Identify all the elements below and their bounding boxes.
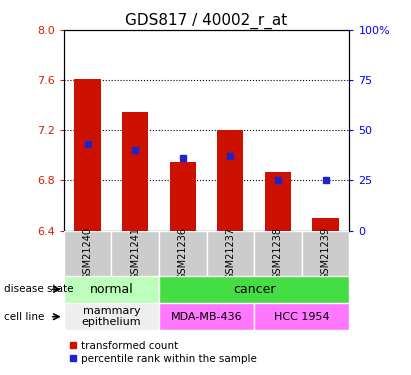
Bar [312,218,339,231]
Text: GSM21240: GSM21240 [83,226,92,280]
Bar [302,231,349,276]
Text: cancer: cancer [233,283,275,296]
Text: GSM21236: GSM21236 [178,226,188,280]
Text: mammary
epithelium: mammary epithelium [81,306,141,327]
Bar [254,231,302,276]
Text: GSM21238: GSM21238 [273,226,283,280]
Bar [122,111,148,231]
Legend: transformed count, percentile rank within the sample: transformed count, percentile rank withi… [69,341,257,364]
Text: GSM21241: GSM21241 [130,226,140,280]
Text: disease state: disease state [4,285,74,294]
Bar [217,130,243,231]
Bar [159,276,349,303]
Text: HCC 1954: HCC 1954 [274,312,330,322]
Bar [159,231,206,276]
Text: cell line: cell line [4,312,44,322]
Text: GSM21237: GSM21237 [225,226,236,280]
Bar [111,231,159,276]
Bar [64,303,159,330]
Text: GSM21239: GSM21239 [321,226,330,280]
Title: GDS817 / 40002_r_at: GDS817 / 40002_r_at [125,12,288,28]
Bar [170,162,196,231]
Bar [206,231,254,276]
Bar [254,303,349,330]
Bar [74,79,101,231]
Bar [64,276,159,303]
Text: MDA-MB-436: MDA-MB-436 [171,312,242,322]
Bar [64,231,111,276]
Bar [159,303,254,330]
Bar [265,172,291,231]
Text: normal: normal [90,283,133,296]
